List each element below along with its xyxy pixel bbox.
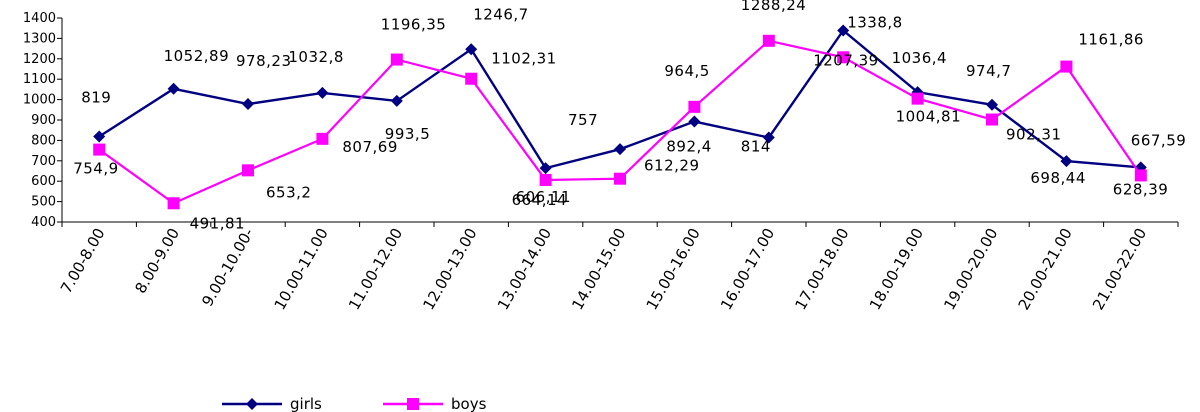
legend-label-boys: boys — [451, 395, 487, 412]
legend-marker-girls — [246, 398, 258, 410]
x-tick-label: 21.00-22.00 — [1089, 225, 1150, 313]
marker-girls — [1060, 155, 1073, 168]
data-label-boys: 754,9 — [73, 160, 118, 178]
x-tick-label: 7.00-8.00 — [57, 225, 109, 297]
marker-girls — [837, 24, 850, 37]
x-tick-label: 17.00-18.00 — [791, 225, 852, 313]
y-tick-label: 1200 — [23, 52, 56, 67]
y-axis-ticks: 400 500 600 700 800 900 1000 1100 1200 1300 1400 — [23, 11, 62, 230]
data-label-boys: 612,29 — [644, 157, 700, 175]
data-label-boys: 1102,31 — [491, 50, 557, 68]
marker-girls — [539, 162, 552, 175]
x-tick-label: 20.00-21.00 — [1015, 225, 1076, 313]
marker-boys — [911, 92, 924, 105]
x-tick-label: 12.00-13.00 — [419, 225, 480, 313]
x-tick-label: 10.00-11.00 — [271, 225, 332, 313]
marker-boys — [614, 172, 626, 185]
marker-boys — [242, 164, 254, 177]
marker-girls — [167, 82, 180, 95]
marker-boys — [837, 51, 850, 64]
data-label-boys: 1196,35 — [381, 16, 447, 34]
marker-girls — [688, 115, 701, 128]
marker-boys — [167, 197, 180, 210]
data-label-girls: 978,23 — [236, 52, 292, 70]
y-tick-label: 900 — [31, 113, 56, 128]
marker-girls — [242, 98, 254, 111]
y-tick-label: 1000 — [23, 93, 56, 108]
x-tick-label: 14.00-15.00 — [568, 225, 629, 313]
data-label-girls: 892,4 — [666, 138, 711, 156]
data-label-boys: 1004,81 — [896, 108, 962, 126]
marker-girls — [316, 86, 329, 99]
data-label-boys: 902,31 — [1006, 126, 1062, 144]
marker-girls — [986, 98, 998, 111]
data-label-girls: 667,59 — [1131, 131, 1187, 149]
marker-girls — [762, 131, 775, 144]
x-tick-label: 16.00-17.00 — [717, 225, 778, 313]
data-label-boys: 491,81 — [190, 214, 246, 232]
x-tick-label: 8.00-9.00 — [131, 225, 183, 297]
marker-boys — [93, 143, 106, 156]
data-label-girls: 664,14 — [512, 191, 567, 209]
legend-marker-boys — [407, 398, 419, 410]
y-tick-label: 1400 — [23, 11, 56, 26]
x-tick-label: 15.00-16.00 — [643, 225, 704, 313]
data-label-girls: 993,5 — [385, 125, 430, 143]
marker-boys — [1060, 60, 1073, 73]
data-label-boys: 653,2 — [266, 183, 311, 201]
data-label-boys: 606,11 — [516, 188, 572, 206]
data-label-girls: 757 — [568, 111, 598, 129]
marker-girls — [614, 143, 626, 156]
data-label-girls: 698,44 — [1030, 169, 1086, 187]
y-tick-label: 400 — [31, 215, 56, 230]
y-tick-label: 800 — [31, 133, 56, 148]
y-tick-label: 1100 — [23, 72, 56, 87]
marker-girls — [390, 94, 403, 107]
data-label-boys: 628,39 — [1113, 180, 1169, 198]
x-tick-label: 18.00-19.00 — [866, 225, 927, 313]
data-label-boys: 1288,24 — [741, 0, 807, 14]
y-tick-label: 1300 — [23, 31, 56, 46]
data-label-girls: 814 — [741, 138, 771, 156]
marker-boys — [986, 113, 998, 126]
x-tick-label: 11.00-12.00 — [345, 225, 406, 313]
marker-boys — [465, 72, 478, 85]
x-tick-label: 19.00-20.00 — [940, 225, 1001, 313]
y-tick-label: 600 — [31, 174, 56, 189]
marker-boys — [1134, 169, 1147, 182]
legend-label-girls: girls — [290, 395, 322, 412]
data-label-girls: 1246,7 — [473, 5, 529, 23]
data-label-girls: 974,7 — [966, 62, 1011, 80]
marker-boys — [316, 132, 329, 145]
x-tick-label: 9.00-10.00- — [198, 225, 257, 309]
data-label-girls: 819 — [81, 89, 111, 107]
legend: girls boys — [222, 395, 487, 412]
series-layer — [93, 24, 1147, 210]
data-label-boys: 1207,39 — [813, 51, 879, 69]
data-label-girls: 1338,8 — [847, 13, 903, 31]
data-label-boys: 1161,86 — [1078, 31, 1144, 49]
marker-boys — [688, 100, 701, 113]
x-axis-ticks: 7.00-8.00 8.00-9.00 9.00-10.00- 10.00-11.00… — [57, 222, 1179, 313]
data-label-girls: 1036,4 — [892, 49, 948, 67]
y-tick-label: 500 — [31, 195, 56, 210]
data-label-girls: 1032,8 — [288, 48, 344, 66]
marker-boys — [539, 173, 552, 186]
y-tick-label: 700 — [31, 154, 56, 169]
data-label-boys: 964,5 — [664, 62, 709, 80]
marker-girls — [465, 43, 478, 56]
x-tick-label: 13.00-14.00 — [494, 225, 555, 313]
marker-boys — [762, 34, 775, 47]
data-label-girls: 1052,89 — [164, 47, 230, 65]
marker-girls — [93, 130, 106, 143]
marker-boys — [390, 53, 403, 66]
data-label-boys: 807,69 — [342, 138, 398, 156]
